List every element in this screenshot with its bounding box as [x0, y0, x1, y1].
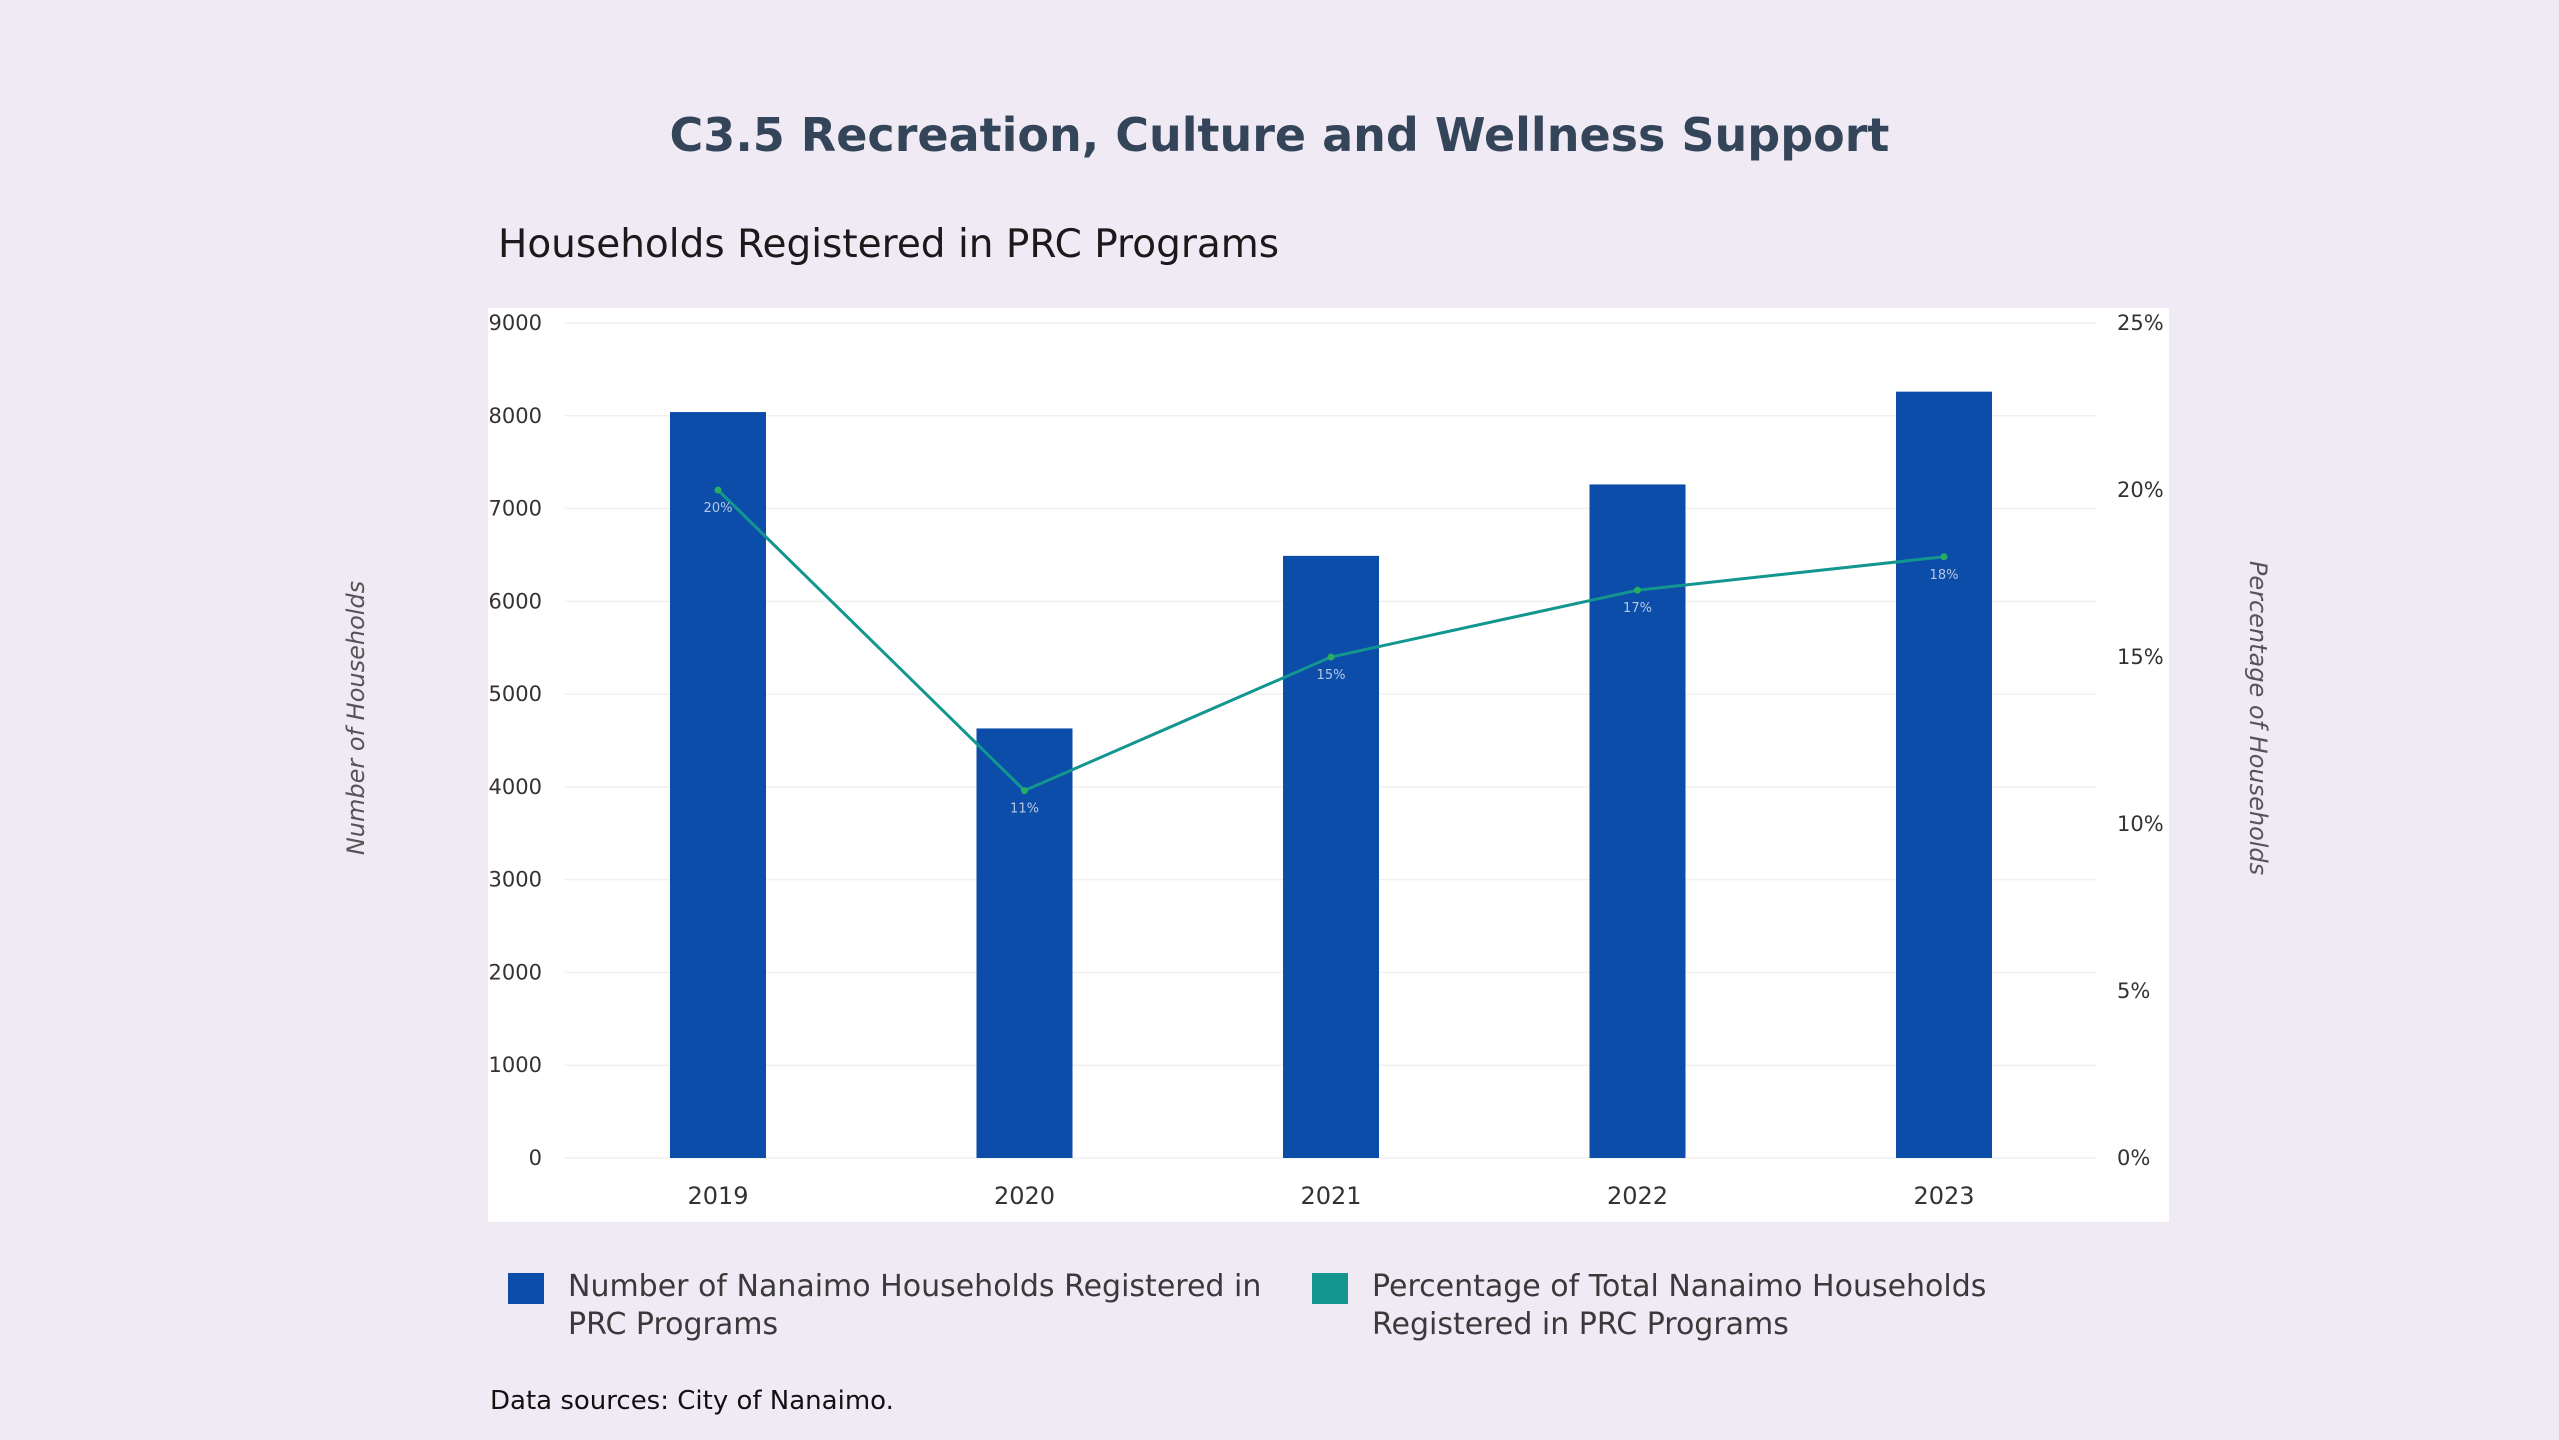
bar: [1896, 391, 1992, 1159]
y-tick-label-right: 10%: [2117, 812, 2164, 836]
legend-swatch-line: [1312, 1273, 1348, 1304]
y-tick-label-right: 0%: [2117, 1146, 2150, 1170]
line-data-label: 11%: [1010, 802, 1039, 817]
x-tick-label: 2019: [687, 1182, 748, 1210]
y-tick-label-left: 6000: [489, 589, 542, 613]
line-point: [1940, 553, 1948, 561]
x-tick-label: 2022: [1607, 1182, 1668, 1210]
y-tick-label-left: 8000: [489, 404, 542, 428]
chart-title: Households Registered in PRC Programs: [498, 222, 1280, 267]
legend-label-line: Percentage of Total Nanaimo Households R…: [1372, 1269, 1987, 1342]
y-tick-label-left: 2000: [489, 960, 542, 984]
line-point: [1634, 586, 1641, 594]
bar: [1283, 555, 1379, 1158]
y-tick-label-left: 5000: [489, 682, 542, 706]
line-data-label: 17%: [1623, 601, 1652, 616]
page-title: C3.5 Recreation, Culture and Wellness Su…: [669, 108, 1890, 162]
line-data-label: 18%: [1930, 568, 1959, 583]
line-series: [714, 486, 1948, 795]
bar-series: [670, 391, 1992, 1159]
y-tick-label-right: 15%: [2117, 645, 2164, 669]
y-tick-label-left: 0: [529, 1146, 542, 1170]
bar: [976, 728, 1073, 1158]
y-tick-label-left: 7000: [489, 497, 542, 521]
bar: [670, 412, 766, 1159]
y-tick-label-right: 5%: [2117, 979, 2150, 1003]
legend-swatch-bar: [508, 1273, 544, 1304]
legend-label-bar: Number of Nanaimo Households Registered …: [568, 1269, 1262, 1342]
x-tick-label: 2023: [1913, 1182, 1974, 1210]
y-tick-label-right: 25%: [2117, 311, 2164, 335]
legend-item-line[interactable]: Percentage of Total Nanaimo Households R…: [1312, 1268, 2072, 1344]
line-point: [714, 486, 722, 494]
y-tick-label-left: 1000: [489, 1053, 542, 1077]
line-data-label: 20%: [704, 501, 733, 516]
legend-item-bar[interactable]: Number of Nanaimo Households Registered …: [508, 1268, 1268, 1344]
x-tick-label: 2021: [1300, 1182, 1361, 1210]
data-labels: 20% 11% 15% 17% 18%: [704, 501, 1959, 817]
y-axis-title-right: Percentage of Households: [2244, 561, 2272, 875]
line-data-label: 15%: [1317, 668, 1346, 683]
data-source-note: Data sources: City of Nanaimo.: [490, 1386, 894, 1416]
axes: 0 1000 2000 3000 4000 5000 6000 7000 8000 9000 0% 5…: [489, 311, 2164, 1210]
line-point: [1021, 787, 1028, 795]
y-axis-title-left: Number of Households: [342, 581, 370, 855]
y-tick-label-right: 20%: [2117, 478, 2164, 502]
line-point: [1327, 653, 1335, 661]
x-tick-label: 2020: [994, 1182, 1055, 1210]
y-tick-label-left: 9000: [489, 311, 542, 335]
y-tick-label-left: 4000: [489, 775, 542, 799]
y-tick-label-left: 3000: [489, 868, 542, 892]
